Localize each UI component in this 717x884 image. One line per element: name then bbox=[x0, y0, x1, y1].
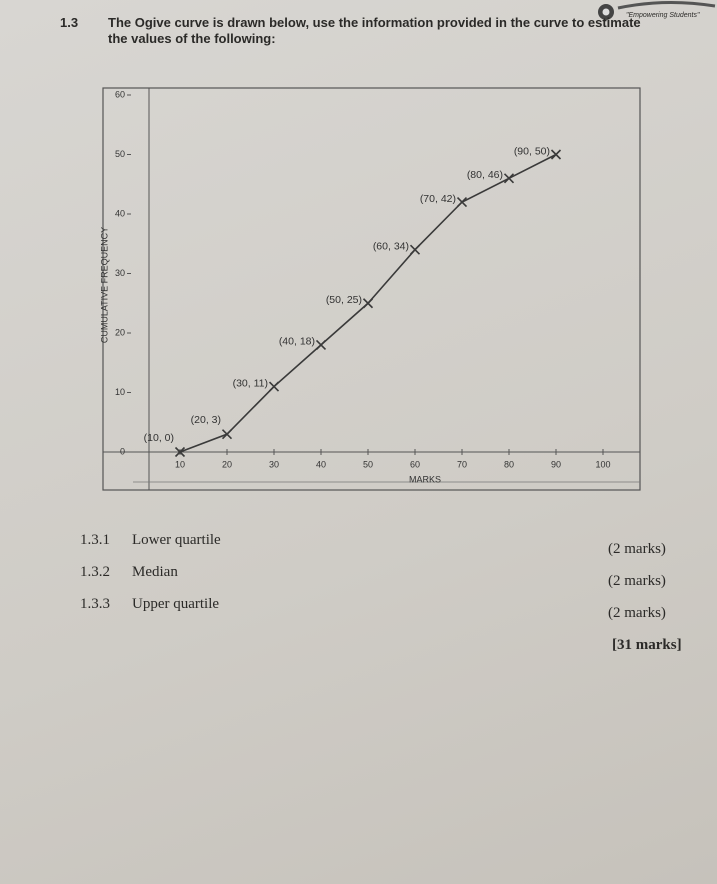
x-tick-label: 60 bbox=[410, 459, 420, 469]
y-tick-label: 40 bbox=[115, 208, 125, 218]
subquestion-marks: (2 marks) bbox=[608, 605, 666, 621]
y-axis-label: CUMULATIVE FREQUENCY bbox=[99, 227, 109, 343]
logo-swoosh bbox=[617, 0, 716, 10]
point-marker bbox=[315, 339, 327, 350]
y-tick-label: 30 bbox=[115, 268, 125, 278]
x-tick-label: 20 bbox=[222, 459, 232, 469]
point-marker bbox=[503, 173, 515, 184]
question-number: 1.3 bbox=[60, 15, 79, 30]
point-marker bbox=[268, 381, 280, 392]
x-tick-label: 80 bbox=[504, 459, 514, 469]
point-label: (90, 50) bbox=[514, 145, 550, 157]
y-tick-label: 50 bbox=[115, 149, 125, 159]
point-marker bbox=[456, 197, 468, 208]
x-tick-label: 90 bbox=[551, 459, 561, 469]
college-logo bbox=[598, 0, 716, 20]
point-label: (10, 0) bbox=[144, 432, 174, 444]
point-marker bbox=[550, 149, 562, 160]
x-tick-label: 30 bbox=[269, 459, 279, 469]
y-tick-label: 60 bbox=[115, 89, 125, 99]
subquestion-text: Lower quartile bbox=[132, 532, 221, 548]
x-tick-label: 10 bbox=[175, 459, 185, 469]
point-label: (60, 34) bbox=[373, 240, 409, 252]
point-marker bbox=[174, 446, 186, 458]
point-label: (40, 18) bbox=[279, 336, 315, 348]
x-tick-label: 50 bbox=[363, 459, 373, 469]
point-label: (20, 3) bbox=[191, 414, 221, 426]
subquestion-number: 1.3.3 bbox=[80, 596, 110, 612]
point-label: (50, 25) bbox=[326, 294, 362, 306]
question-text: The Ogive curve is drawn below, use the … bbox=[108, 15, 641, 46]
subquestion-marks: (2 marks) bbox=[608, 573, 666, 589]
logo-tagline: "Empowering Students" bbox=[626, 12, 700, 19]
subquestion-text: Upper quartile bbox=[132, 596, 220, 612]
y-tick-label: 0 bbox=[120, 446, 125, 456]
point-marker bbox=[409, 244, 421, 255]
x-tick-label: 70 bbox=[457, 459, 467, 469]
point-marker bbox=[362, 298, 374, 309]
point-label: (30, 11) bbox=[233, 377, 268, 389]
x-tick-label: 100 bbox=[595, 459, 610, 469]
point-label: (70, 42) bbox=[420, 193, 456, 205]
total-marks: [31 marks] bbox=[612, 637, 682, 653]
subquestion-text: Median bbox=[132, 564, 178, 580]
x-tick-label: 40 bbox=[316, 459, 326, 469]
point-label: (80, 46) bbox=[467, 169, 503, 181]
logo-emblem-inner bbox=[602, 8, 610, 16]
subquestion-number: 1.3.2 bbox=[80, 564, 110, 580]
y-tick-label: 20 bbox=[115, 327, 125, 337]
chart-border bbox=[102, 87, 641, 491]
point-marker bbox=[221, 429, 233, 440]
subquestion-number: 1.3.1 bbox=[80, 532, 110, 548]
subquestion-marks: (2 marks) bbox=[608, 541, 666, 557]
x-axis-label: MARKS bbox=[409, 474, 441, 484]
ogive-chart: 010203040506010203040506070809010011MARK… bbox=[99, 87, 641, 491]
y-tick-label: 10 bbox=[115, 387, 125, 397]
